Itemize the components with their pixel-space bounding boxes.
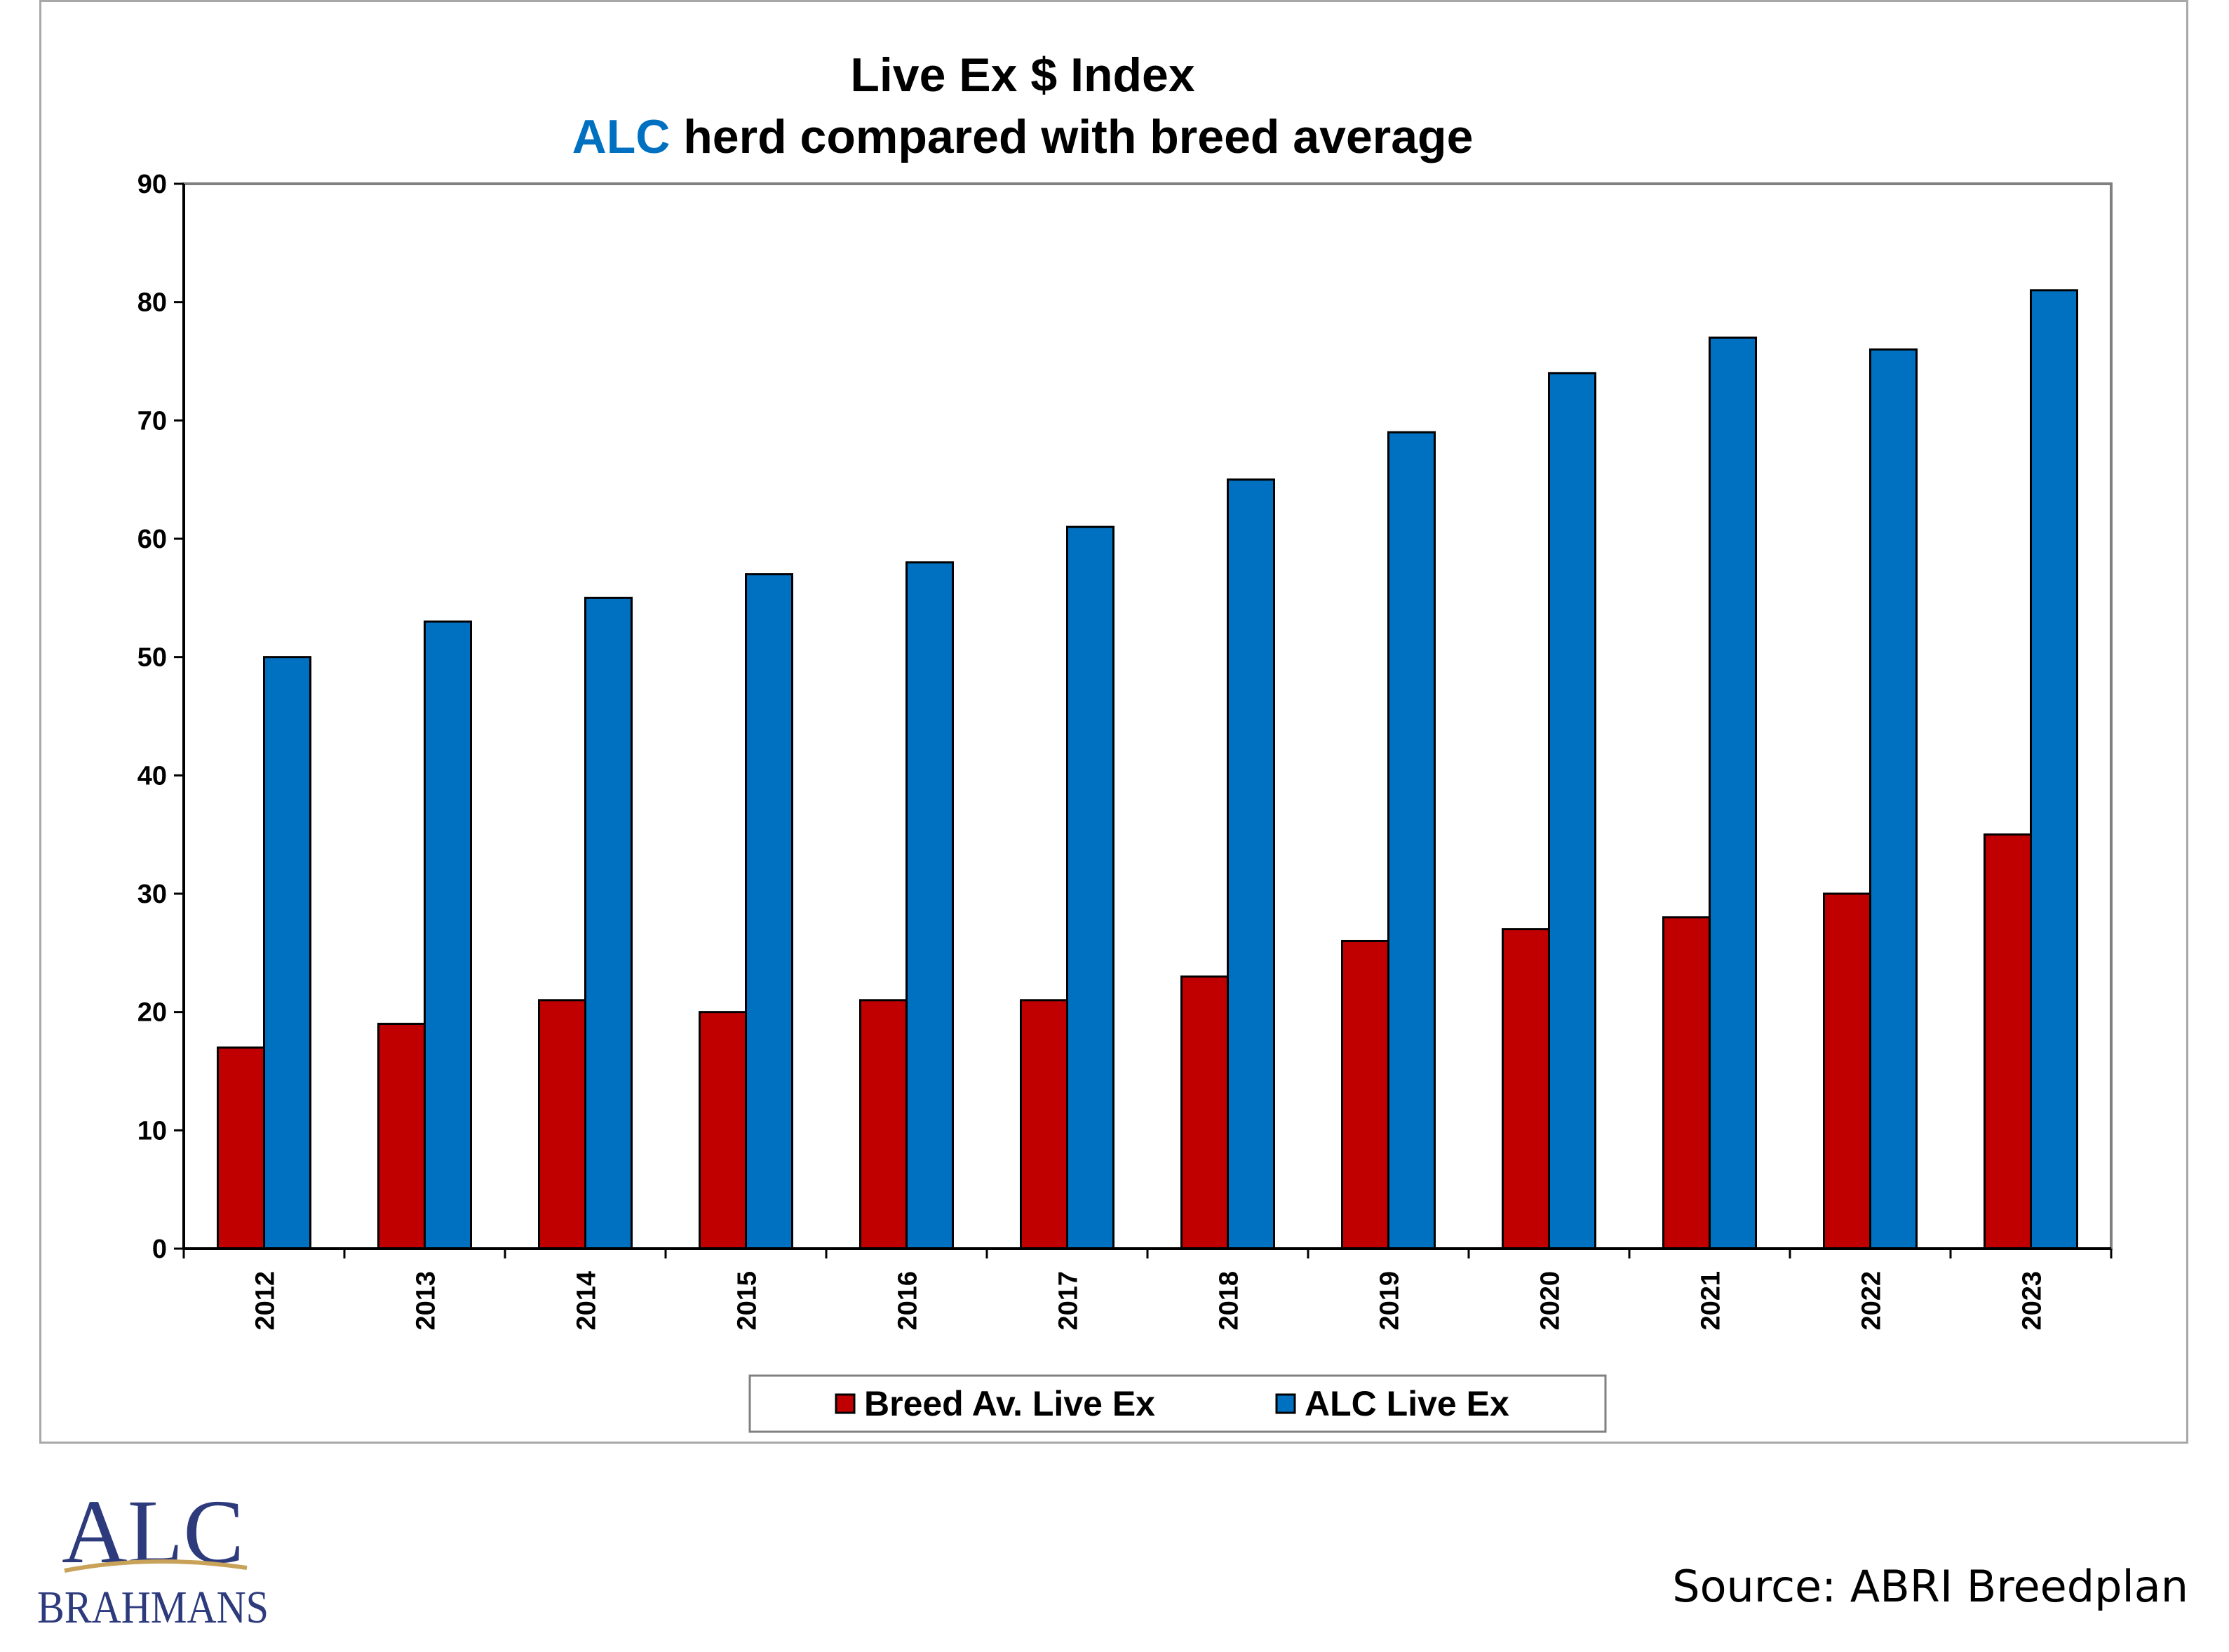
y-tick-label: 90 — [137, 170, 167, 199]
bar-breed-av — [1020, 999, 1068, 1250]
x-tick-label: 2012 — [251, 1271, 281, 1331]
plot-area: 0 10 20 30 40 50 60 70 80 90 2012 2013 2014 2015 2016 2… — [137, 170, 2113, 1331]
x-tick-label: 2022 — [1857, 1271, 1887, 1331]
bar-alc — [263, 656, 311, 1250]
bar-alc — [745, 573, 793, 1250]
bar-breed-av — [217, 1046, 265, 1250]
legend-swatch-breed-av — [835, 1393, 856, 1414]
bar-breed-av — [1502, 928, 1550, 1250]
bar-alc — [584, 596, 633, 1250]
y-tick-label: 0 — [152, 1235, 167, 1264]
bar-breed-av — [377, 1023, 426, 1250]
x-tick-label: 2023 — [2018, 1271, 2047, 1331]
legend-label-breed-av: Breed Av. Live Ex — [864, 1384, 1155, 1423]
bar-alc — [1066, 525, 1114, 1250]
logo-swoosh — [64, 1559, 248, 1573]
bar-breed-av — [699, 1011, 747, 1250]
bar-breed-av — [1341, 939, 1389, 1250]
bar-alc — [2030, 289, 2078, 1250]
chart-subtitle: ALC herd compared with breed average — [572, 110, 1474, 163]
y-tick-label: 30 — [137, 880, 167, 909]
bar-breed-av — [538, 999, 586, 1250]
bar-alc — [424, 620, 472, 1250]
x-tick-label: 2019 — [1375, 1271, 1405, 1331]
chart-title: Live Ex $ Index — [850, 48, 1195, 102]
plot-border — [182, 182, 2113, 1250]
alc-brahmans-logo: ALC BRAHMANS — [37, 1484, 269, 1633]
x-tick-label: 2020 — [1536, 1271, 1565, 1331]
y-tick-label: 70 — [137, 406, 167, 436]
bar-breed-av — [859, 999, 908, 1250]
bar-chart: Live Ex $ Index ALC herd compared with b… — [137, 48, 2113, 1433]
x-tick-label: 2021 — [1697, 1271, 1726, 1331]
legend-box — [748, 1374, 1607, 1433]
bar-alc — [1709, 336, 1757, 1250]
x-tick-label: 2013 — [412, 1271, 441, 1331]
y-tick-label: 20 — [137, 998, 167, 1028]
x-tick-label: 2015 — [733, 1271, 762, 1331]
bar-alc — [1869, 348, 1918, 1250]
y-tick-label: 50 — [137, 643, 167, 673]
x-tick-label: 2017 — [1054, 1271, 1084, 1331]
bar-alc — [1227, 478, 1275, 1250]
bar-alc — [905, 561, 954, 1250]
legend-swatch-alc — [1275, 1393, 1296, 1414]
bar-breed-av — [1180, 975, 1229, 1250]
legend: Breed Av. Live Ex ALC Live Ex — [748, 1374, 1607, 1433]
source-note: Source: ABRI Breedplan — [1672, 1561, 2188, 1612]
y-tick-label: 60 — [137, 525, 167, 554]
bar-breed-av — [1662, 916, 1711, 1250]
legend-label-alc: ALC Live Ex — [1305, 1384, 1509, 1423]
bar-breed-av — [1823, 892, 1871, 1250]
x-tick-label: 2014 — [572, 1271, 602, 1331]
subtitle-rest: herd compared with breed average — [670, 110, 1473, 163]
bar-alc — [1387, 431, 1436, 1250]
y-tick-label: 40 — [137, 761, 167, 791]
y-tick-label: 80 — [137, 288, 167, 318]
subtitle-highlight: ALC — [572, 110, 671, 163]
bar-breed-av — [1984, 833, 2032, 1250]
x-tick-label: 2018 — [1215, 1271, 1244, 1331]
x-tick-label: 2016 — [894, 1271, 923, 1331]
y-tick-label: 10 — [137, 1116, 167, 1146]
bar-alc — [1548, 372, 1596, 1250]
logo-brahmans-text: BRAHMANS — [37, 1582, 269, 1633]
